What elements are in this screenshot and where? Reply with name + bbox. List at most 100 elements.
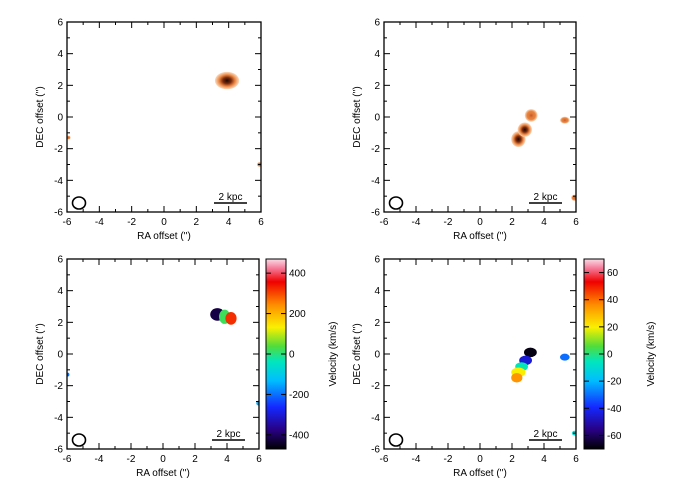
y-tick-label: 0 — [57, 350, 63, 361]
colorbar-gradient — [266, 259, 286, 449]
x-tick-label: 4 — [226, 217, 232, 228]
x-tick-label: 6 — [256, 454, 262, 465]
beam-ellipse — [71, 433, 87, 447]
y-axis-title: DEC offset ('') — [35, 323, 46, 384]
y-tick-label: -4 — [54, 176, 63, 187]
panel-1: -6 -4 -2 0 2 4 6 -6 -4 -2 0 2 4 6 RA offset ('') DEC of… — [35, 18, 264, 243]
panel-2: -6 -4 -2 0 2 4 6 -6 -4 -2 0 2 4 6 RA offset ('') DEC of… — [352, 18, 579, 243]
y-tick-label: -2 — [54, 381, 63, 392]
scale-bar-label: 2 kpc — [534, 192, 558, 203]
x-tick-label: -2 — [127, 217, 136, 228]
x-tick-label: 6 — [573, 454, 579, 465]
x-tick-label: 6 — [258, 217, 264, 228]
scale-bar-label: 2 kpc — [219, 192, 243, 203]
y-tick-label: 6 — [374, 18, 380, 29]
panel-3: -6 -4 -2 0 2 4 6 -6 -4 -2 0 2 4 6 RA offset ('') DEC of… — [35, 255, 262, 480]
x-axis-title: RA offset ('') — [136, 468, 190, 479]
x-tick-label: 4 — [541, 217, 547, 228]
x-tick-label: 2 — [192, 454, 198, 465]
beam-ellipse — [71, 196, 87, 210]
x-tick-label: -4 — [412, 217, 421, 228]
y-tick-label: -4 — [371, 176, 380, 187]
y-tick-label: 6 — [57, 18, 63, 29]
y-tick-label: -6 — [371, 445, 380, 456]
x-axis-title: RA offset ('') — [453, 231, 507, 242]
colorbar-tick-label: -200 — [289, 390, 309, 401]
y-tick-label: -4 — [371, 413, 380, 424]
colorbar-label: Velocity (km/s) — [646, 321, 657, 386]
beam-ellipse — [388, 433, 404, 447]
y-tick-label: 6 — [374, 255, 380, 266]
x-tick-label: 0 — [477, 454, 483, 465]
y-axis-title: DEC offset ('') — [352, 86, 363, 147]
emission-source — [560, 116, 570, 124]
y-tick-label: -4 — [54, 413, 63, 424]
emission-source — [67, 135, 71, 140]
panel-4: -6 -4 -2 0 2 4 6 -6 -4 -2 0 2 4 6 RA offset ('') DEC of… — [352, 255, 579, 480]
colorbar-tick-label: 40 — [607, 295, 619, 306]
x-tick-label: -4 — [95, 217, 104, 228]
velocity-blob — [511, 373, 523, 383]
velocity-blob — [524, 347, 537, 358]
colorbar-gradient — [584, 259, 604, 449]
x-tick-label: -2 — [444, 454, 453, 465]
colorbar-tick-label: 0 — [289, 350, 295, 361]
velocity-blob — [225, 312, 237, 325]
emission-source — [214, 71, 240, 90]
colorbar-tick-label: 400 — [289, 269, 306, 280]
beam-ellipse — [388, 196, 404, 210]
x-axis-title: RA offset ('') — [453, 468, 507, 479]
y-tick-label: 2 — [57, 318, 63, 329]
x-tick-label: -2 — [127, 454, 136, 465]
colorbar-tick-label: 0 — [607, 350, 613, 361]
x-axis-title: RA offset ('') — [137, 231, 191, 242]
x-tick-label: 4 — [541, 454, 547, 465]
emission-source — [524, 109, 538, 122]
colorbar-4: -60 -40 -20 0 20 40 60 Velocity (km/s) — [583, 258, 657, 450]
colorbar-3: -400 -200 0 200 400 Velocity (km/s) — [265, 258, 339, 450]
plot-frame — [383, 21, 577, 213]
plot-frame — [66, 258, 260, 450]
plot-area — [511, 347, 576, 436]
y-tick-label: 0 — [374, 350, 380, 361]
x-tick-label: -2 — [444, 217, 453, 228]
x-tick-label: -4 — [412, 454, 421, 465]
y-tick-label: -2 — [54, 144, 63, 155]
colorbar-tick-label: -400 — [289, 430, 309, 441]
scale-bar-label: 2 kpc — [534, 429, 558, 440]
y-tick-label: -6 — [54, 445, 63, 456]
x-tick-label: -4 — [95, 454, 104, 465]
x-tick-label: 2 — [194, 217, 200, 228]
plot-area — [67, 308, 259, 406]
y-tick-label: 4 — [374, 286, 380, 297]
x-tick-label: -6 — [63, 454, 72, 465]
y-tick-label: 4 — [374, 49, 380, 60]
y-tick-label: 4 — [57, 286, 63, 297]
y-tick-label: -2 — [371, 381, 380, 392]
colorbar-label: Velocity (km/s) — [328, 321, 339, 386]
y-tick-label: 0 — [374, 113, 380, 124]
y-tick-label: -2 — [371, 144, 380, 155]
plot-frame — [66, 21, 262, 213]
plot-frame — [383, 258, 577, 450]
x-tick-label: -6 — [380, 217, 389, 228]
colorbar-tick-label: -20 — [607, 377, 622, 388]
x-tick-label: 2 — [509, 217, 515, 228]
colorbar-tick-label: 20 — [607, 322, 619, 333]
y-axis-title: DEC offset ('') — [352, 323, 363, 384]
x-tick-label: -6 — [380, 454, 389, 465]
x-tick-label: 6 — [573, 217, 579, 228]
y-tick-label: -6 — [54, 208, 63, 219]
x-tick-label: 4 — [224, 454, 230, 465]
y-tick-label: 2 — [374, 318, 380, 329]
colorbar-tick-label: -60 — [607, 431, 622, 442]
y-axis-title: DEC offset ('') — [35, 86, 46, 147]
y-tick-label: 2 — [57, 81, 63, 92]
x-tick-label: -6 — [63, 217, 72, 228]
velocity-blob — [560, 353, 570, 361]
x-tick-label: 0 — [477, 217, 483, 228]
y-tick-label: -6 — [371, 208, 380, 219]
y-tick-label: 2 — [374, 81, 380, 92]
x-tick-label: 2 — [509, 454, 515, 465]
